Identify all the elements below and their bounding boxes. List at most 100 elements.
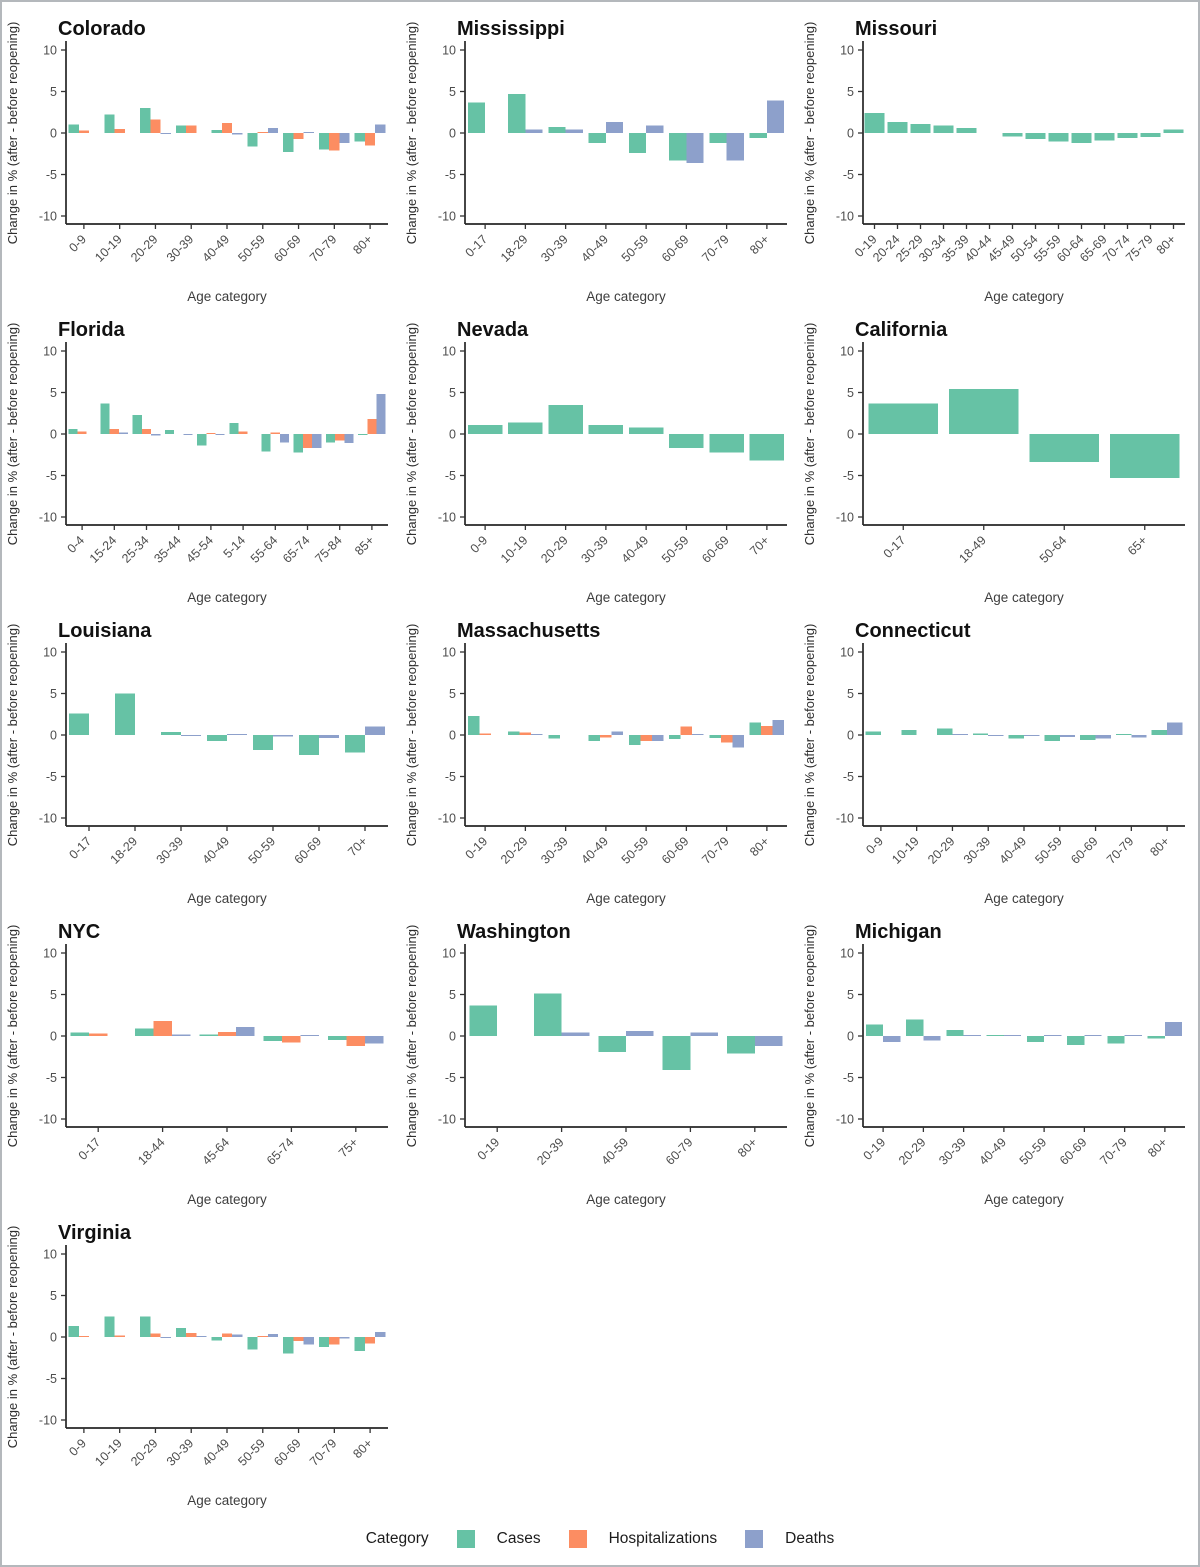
svg-text:-10: -10 xyxy=(39,1414,57,1428)
panel-title: California xyxy=(855,319,948,341)
panel-title: Massachusetts xyxy=(457,620,600,642)
bar-deaths xyxy=(988,735,1004,736)
panel-massachusetts: Massachusetts Change in % (after - before… xyxy=(401,610,797,910)
bar-cases xyxy=(628,735,641,745)
svg-text:80+: 80+ xyxy=(747,834,772,859)
bar-cases xyxy=(253,735,273,750)
panel-mississippi: Mississippi Change in % (after - before r… xyxy=(401,8,797,308)
y-axis-label: Change in % (after - before reopening) xyxy=(802,624,817,847)
x-axis-label: Age category xyxy=(985,590,1065,605)
bar-hospitalizations xyxy=(364,133,376,146)
svg-text:10: 10 xyxy=(442,947,456,961)
bar-deaths xyxy=(525,129,543,133)
svg-text:5: 5 xyxy=(847,85,854,99)
bar-deaths xyxy=(183,434,193,435)
bar-deaths xyxy=(754,1036,783,1046)
bar-hospitalizations xyxy=(680,726,692,735)
svg-text:20-29: 20-29 xyxy=(925,834,958,867)
bar-cases xyxy=(628,133,646,153)
bar-hospitalizations xyxy=(153,1021,172,1036)
bar-deaths xyxy=(236,1026,255,1036)
bar-deaths xyxy=(1084,1035,1103,1036)
bar-deaths xyxy=(726,133,744,161)
svg-text:-5: -5 xyxy=(46,469,57,483)
bar-cases xyxy=(1107,1036,1125,1044)
bar-hospitalizations xyxy=(77,431,87,434)
svg-text:35-44: 35-44 xyxy=(151,533,184,566)
bar-deaths xyxy=(339,133,350,143)
svg-text:30-39: 30-39 xyxy=(164,232,197,265)
panel-virginia: Virginia Change in % (after - before reop… xyxy=(2,1212,398,1512)
y-axis-label: Change in % (after - before reopening) xyxy=(802,22,817,245)
bar-deaths xyxy=(561,1032,589,1036)
svg-text:-10: -10 xyxy=(39,1113,57,1127)
panel-connecticut: Connecticut Change in % (after - before r… xyxy=(799,610,1195,910)
svg-text:70-79: 70-79 xyxy=(307,1436,340,1469)
svg-text:10: 10 xyxy=(840,44,854,58)
bar-cases xyxy=(68,1326,79,1337)
svg-text:0-9: 0-9 xyxy=(864,834,887,857)
svg-text:10: 10 xyxy=(43,1248,57,1262)
y-axis-label: Change in % (after - before reopening) xyxy=(5,22,20,245)
bar-deaths xyxy=(267,1334,279,1337)
bar-deaths xyxy=(365,726,385,735)
bar-cases xyxy=(910,123,931,133)
legend-swatch-deaths xyxy=(745,1530,764,1548)
svg-text:0-19: 0-19 xyxy=(861,1135,889,1163)
bar-cases xyxy=(1029,434,1100,463)
bar-cases xyxy=(100,403,110,434)
bar-cases xyxy=(1117,133,1138,138)
svg-text:40-49: 40-49 xyxy=(977,1135,1010,1168)
svg-text:10: 10 xyxy=(840,646,854,660)
bar-cases xyxy=(588,133,606,143)
bar-deaths xyxy=(375,1332,386,1337)
bar-cases xyxy=(283,1337,294,1354)
svg-text:0: 0 xyxy=(50,729,57,743)
bar-cases xyxy=(933,125,954,133)
bar-hospitalizations xyxy=(88,1033,108,1036)
bar-cases xyxy=(345,735,365,753)
bar-deaths xyxy=(923,1036,942,1041)
bar-deaths xyxy=(344,434,354,444)
bar-deaths xyxy=(151,434,161,436)
bar-cases xyxy=(1071,133,1092,143)
bar-cases xyxy=(901,730,917,735)
svg-text:10: 10 xyxy=(43,345,57,359)
bar-cases xyxy=(588,424,623,434)
x-axis-label: Age category xyxy=(586,891,666,906)
bar-cases xyxy=(949,389,1019,434)
bar-hospitalizations xyxy=(114,1335,125,1337)
x-axis-label: Age category xyxy=(187,1192,267,1207)
svg-text:40-49: 40-49 xyxy=(578,232,611,265)
bar-hospitalizations xyxy=(141,429,152,434)
bar-cases xyxy=(668,735,681,740)
svg-text:80+: 80+ xyxy=(1148,834,1173,859)
svg-text:80+: 80+ xyxy=(735,1135,760,1160)
bar-hospitalizations xyxy=(186,125,197,133)
bar-deaths xyxy=(303,131,314,133)
bar-cases xyxy=(175,1327,187,1337)
svg-text:0: 0 xyxy=(847,1030,854,1044)
bar-deaths xyxy=(339,1337,350,1339)
bar-deaths xyxy=(1131,735,1148,738)
bar-hospitalizations xyxy=(221,1333,233,1337)
bar-cases xyxy=(1094,133,1115,141)
svg-text:0-9: 0-9 xyxy=(467,533,490,556)
bar-cases xyxy=(588,735,600,741)
svg-text:-10: -10 xyxy=(836,1113,854,1127)
svg-text:18-29: 18-29 xyxy=(108,834,141,867)
svg-text:5: 5 xyxy=(50,85,57,99)
bar-cases xyxy=(628,427,664,434)
bar-cases xyxy=(318,133,330,150)
bar-hospitalizations xyxy=(293,1337,304,1342)
panel-nevada: Nevada Change in % (after - before reopen… xyxy=(401,309,797,609)
bar-cases xyxy=(140,108,151,133)
svg-text:50-59: 50-59 xyxy=(618,232,651,265)
svg-text:45-54: 45-54 xyxy=(184,533,217,566)
bar-cases xyxy=(946,1030,964,1036)
svg-text:18-49: 18-49 xyxy=(957,533,990,566)
svg-text:40-59: 40-59 xyxy=(598,1135,631,1168)
svg-text:75-84: 75-84 xyxy=(312,533,345,566)
svg-text:50-59: 50-59 xyxy=(1017,1135,1050,1168)
svg-text:-10: -10 xyxy=(39,812,57,826)
